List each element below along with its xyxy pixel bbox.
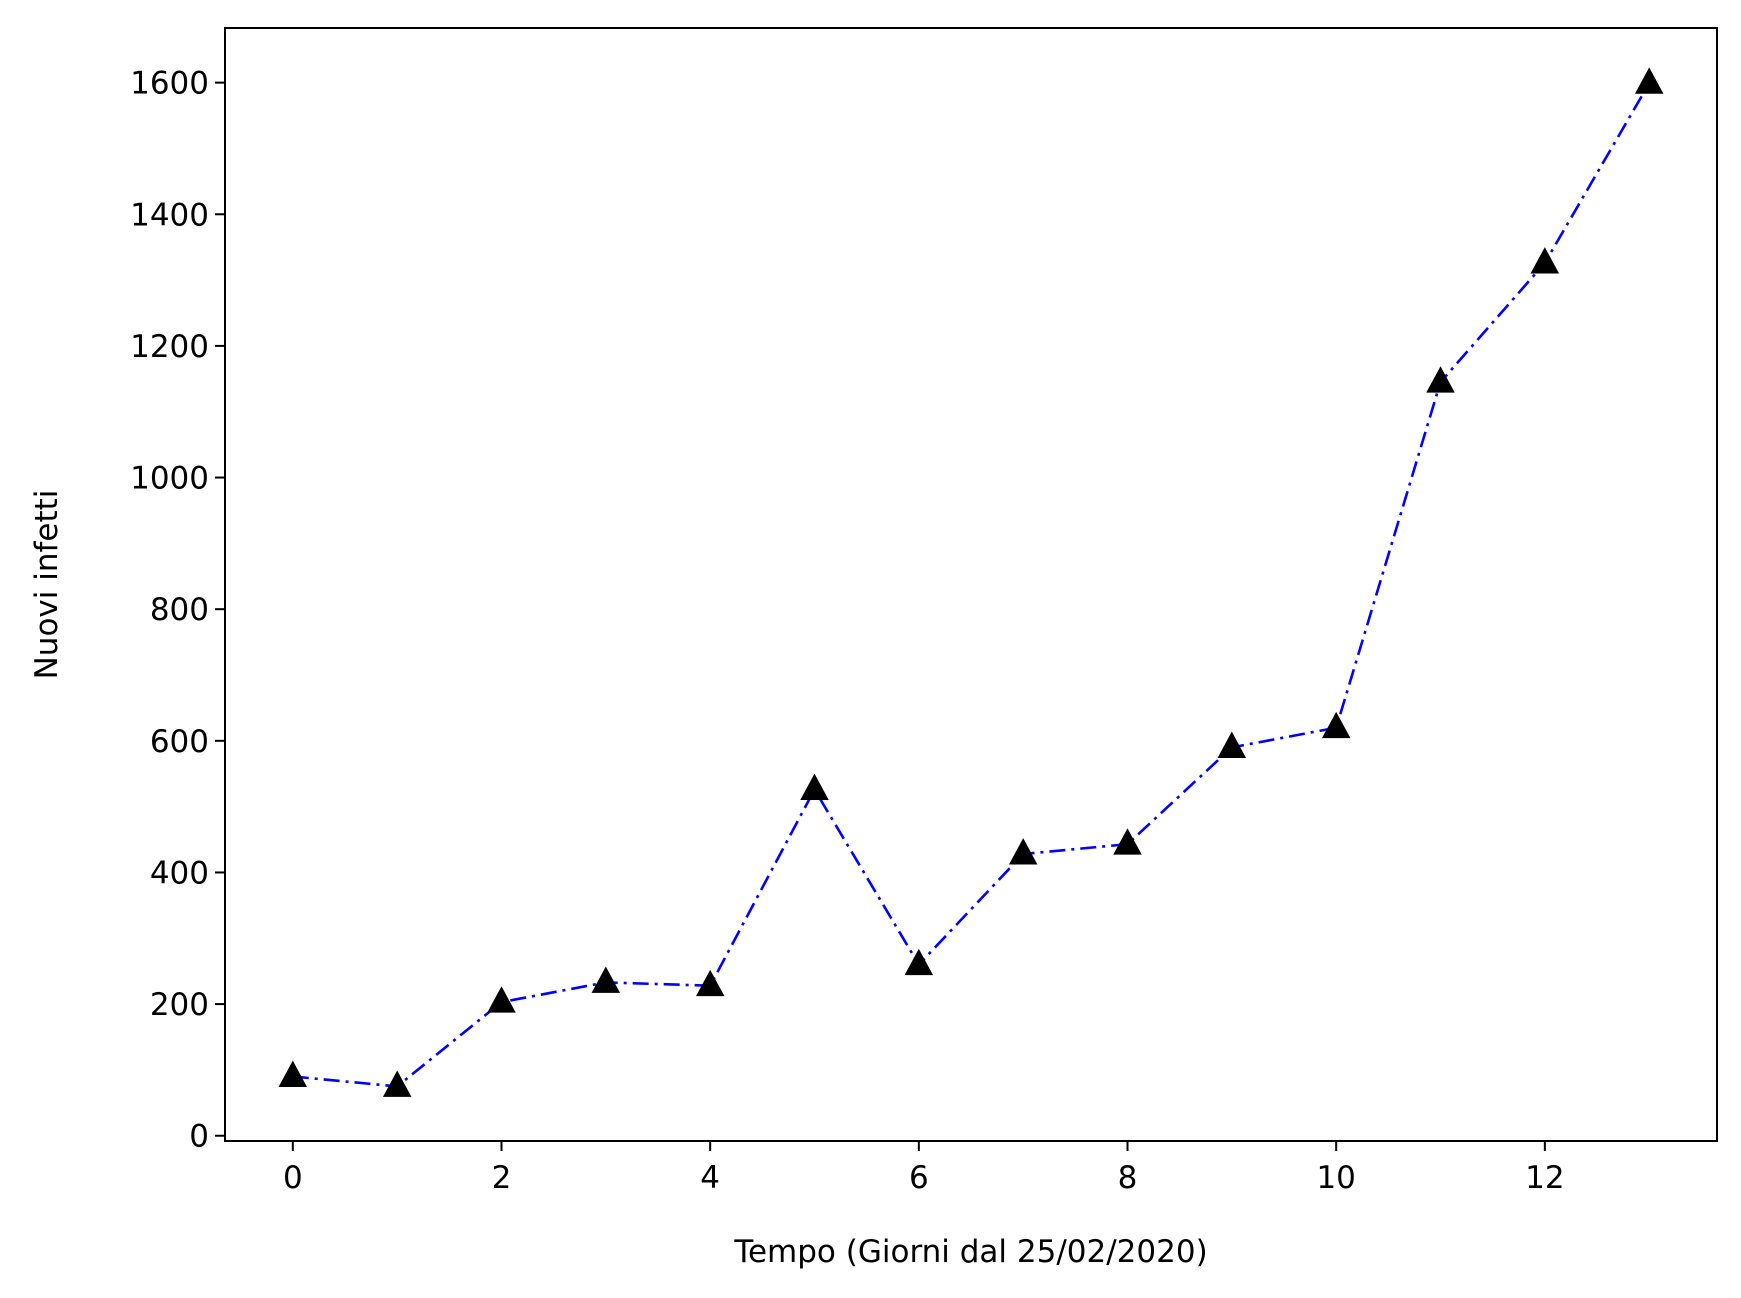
y-tick-label: 1400 — [130, 197, 209, 233]
data-point-marker — [1113, 828, 1142, 855]
y-tick-label: 800 — [150, 592, 209, 628]
data-point-marker — [1530, 247, 1560, 274]
data-point-marker — [382, 1070, 412, 1097]
x-axis: 0 2 4 6 8 10 12 — [283, 1141, 1565, 1196]
y-tick-label: 0 — [189, 1119, 209, 1155]
data-point-marker — [1008, 838, 1038, 865]
data-point-marker — [591, 966, 621, 993]
x-tick-label: 0 — [283, 1160, 303, 1196]
y-tick-label: 1600 — [130, 66, 209, 102]
y-tick-label: 1200 — [130, 329, 209, 365]
data-point-marker — [904, 948, 934, 976]
data-point-marker — [487, 986, 516, 1013]
x-tick-label: 10 — [1316, 1160, 1355, 1196]
data-point-marker — [800, 773, 829, 801]
x-axis-label: Tempo (Giorni dal 25/02/2020) — [733, 1234, 1207, 1270]
data-point-marker — [1634, 67, 1664, 94]
data-point-marker — [1321, 711, 1351, 739]
plot-area — [278, 67, 1664, 1097]
series-line — [292, 82, 1651, 1088]
data-point-marker — [278, 1060, 308, 1087]
plot-frame — [224, 27, 1718, 1142]
y-tick-label: 400 — [150, 855, 209, 891]
data-point-marker — [1426, 366, 1455, 393]
x-tick-label: 2 — [492, 1160, 512, 1196]
x-tick-label: 6 — [909, 1160, 929, 1196]
y-tick-label: 1000 — [130, 461, 209, 497]
data-point-marker — [1217, 731, 1247, 758]
x-tick-label: 8 — [1118, 1160, 1138, 1196]
y-axis-label: Nuovi infetti — [29, 490, 65, 680]
x-tick-label: 12 — [1525, 1160, 1564, 1196]
y-axis: 0 200 400 600 800 1000 1200 1400 1600 — [130, 66, 225, 1155]
data-point-marker — [695, 969, 725, 997]
x-tick-label: 4 — [700, 1160, 720, 1196]
y-tick-label: 600 — [150, 724, 209, 760]
y-tick-label: 200 — [150, 987, 209, 1023]
